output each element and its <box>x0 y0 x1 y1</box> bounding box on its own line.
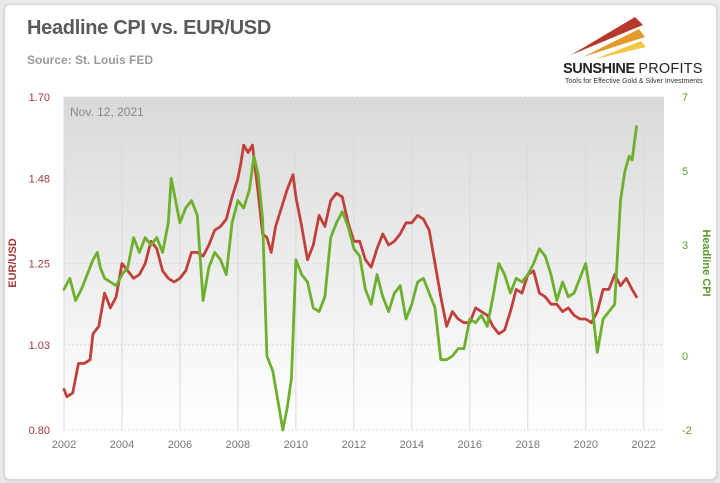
x-tick-label: 2016 <box>458 439 482 451</box>
left-tick-label: 1.48 <box>29 173 50 185</box>
logo-name: SUNSHINE PROFITS <box>563 61 703 77</box>
right-axis-label: Headline CPI <box>700 229 712 296</box>
x-tick-label: 2012 <box>342 439 366 451</box>
right-axis-ticks: -2 0 3 5 7 <box>682 92 692 437</box>
x-tick-label: 2014 <box>400 439 424 451</box>
x-tick-label: 2008 <box>226 439 250 451</box>
right-tick-label: 0 <box>682 351 688 363</box>
logo-name-secondary: PROFITS <box>638 61 703 77</box>
sunshine-profits-logo: SUNSHINE PROFITS Tools for Effective Gol… <box>553 15 713 91</box>
x-tick-label: 2022 <box>631 439 655 451</box>
left-tick-label: 1.25 <box>29 259 50 271</box>
x-tick-label: 2006 <box>168 439 192 451</box>
left-tick-label: 0.80 <box>29 425 50 437</box>
x-tick-label: 2002 <box>52 439 76 451</box>
right-tick-label: 7 <box>682 92 688 104</box>
right-tick-label: 3 <box>682 240 688 252</box>
series-lines <box>62 125 638 432</box>
x-tick-label: 2004 <box>110 439 134 451</box>
left-tick-label: 1.70 <box>29 92 50 104</box>
cpi-series-line <box>62 125 638 432</box>
right-tick-label: -2 <box>682 425 692 437</box>
logo-tagline: Tools for Effective Gold & Silver Invest… <box>565 78 703 85</box>
x-tick-label: 2010 <box>284 439 308 451</box>
logo-rays-icon <box>571 17 646 59</box>
chart-source: Source: St. Louis FED <box>27 53 154 67</box>
left-axis-label: EUR/USD <box>7 238 19 288</box>
chart-title: Headline CPI vs. EUR/USD <box>27 17 271 39</box>
left-axis-ticks: 0.80 1.03 1.25 1.48 1.70 <box>29 92 50 437</box>
logo-name-main: SUNSHINE <box>563 61 635 77</box>
date-annotation: Nov. 12, 2021 <box>70 105 144 119</box>
x-axis-ticks: 2002 2004 2006 2008 2010 2012 2014 2016 2018 2020… <box>52 439 656 451</box>
x-tick-label: 2018 <box>516 439 540 451</box>
left-tick-label: 1.03 <box>29 340 50 352</box>
x-tick-label: 2020 <box>573 439 597 451</box>
eurusd-series-line <box>62 143 638 399</box>
right-tick-label: 5 <box>682 166 688 178</box>
